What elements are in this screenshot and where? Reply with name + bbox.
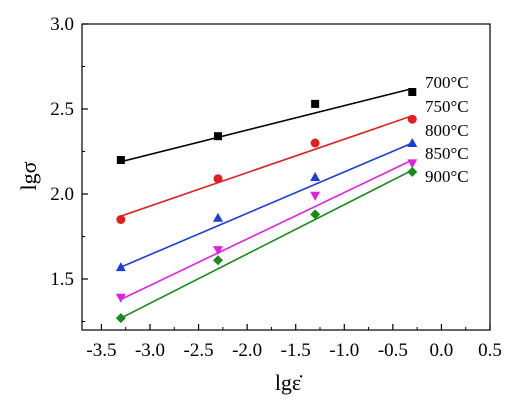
fit-line-series-2 [120, 115, 413, 217]
y-axis-title: lgσ [16, 161, 41, 190]
data-point-series-3 [310, 172, 321, 181]
y-tick-label: 3.0 [50, 14, 74, 35]
plot-frame [81, 23, 491, 331]
data-point-series-5 [407, 166, 418, 177]
data-point-series-2 [213, 174, 223, 184]
legend-label-series-3: 800°C [425, 121, 469, 140]
data-point-series-4 [213, 246, 223, 256]
x-tick-label: -1.5 [281, 340, 311, 361]
data-point-series-2 [116, 215, 126, 224]
x-tick-label: -2.0 [232, 340, 262, 361]
x-tick-label: -2.5 [184, 340, 214, 361]
fit-line-series-4 [120, 159, 413, 301]
x-tick-label: 0.0 [430, 340, 454, 361]
x-tick-label: -0.5 [378, 340, 408, 361]
x-tick-label: -3.5 [86, 340, 116, 361]
x-tick-label: -1.0 [329, 340, 359, 361]
fit-line-series-5 [120, 169, 413, 319]
legend-label-series-2: 750°C [425, 97, 469, 116]
data-point-series-4 [407, 159, 418, 169]
legend: 700°C 750°C 800°C 850°C 900°C [425, 73, 469, 186]
legend-label-series-4: 850°C [425, 144, 469, 163]
data-point-series-2 [407, 114, 417, 124]
data-point-series-5 [310, 209, 321, 220]
y-axis: 1.5 2.0 2.5 3.0 [50, 14, 88, 322]
data-point-series-3 [115, 262, 126, 272]
data-markers [115, 88, 418, 324]
data-point-series-1 [408, 88, 417, 96]
fit-line-series-3 [120, 142, 413, 268]
data-point-series-1 [311, 99, 320, 108]
data-point-series-1 [214, 132, 222, 141]
y-tick-label: 1.5 [50, 269, 74, 290]
data-point-series-2 [310, 138, 320, 148]
legend-label-series-5: 900°C [425, 167, 469, 186]
data-point-series-3 [407, 138, 418, 147]
x-tick-label: -3.0 [135, 340, 165, 361]
data-point-series-5 [213, 255, 223, 266]
x-tick-label: 0.5 [478, 340, 502, 361]
x-axis-title: lgε̇ [275, 370, 303, 395]
y-tick-label: 2.5 [50, 99, 74, 120]
fit-lines [120, 87, 413, 319]
data-point-series-4 [310, 191, 321, 201]
data-point-series-5 [115, 313, 126, 324]
data-point-series-1 [116, 156, 125, 164]
data-point-series-4 [115, 293, 126, 303]
data-point-series-3 [213, 212, 223, 222]
legend-label-series-1: 700°C [425, 73, 469, 92]
y-tick-label: 2.0 [50, 184, 74, 205]
fit-line-series-1 [120, 87, 413, 163]
x-axis: -3.5 -3.0 -2.5 -2.0 -1.5 -1.0 -0.5 0.0 0.5 [86, 324, 502, 361]
